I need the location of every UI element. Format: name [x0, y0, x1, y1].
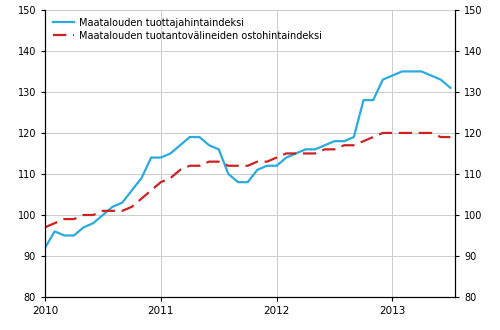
Maatalouden tuottajahintaindeksi [438, 78, 444, 82]
Maatalouden tuottajahintaindeksi [264, 164, 270, 168]
Maatalouden tuotantovälineiden ostohintaindeksi [138, 197, 144, 201]
Maatalouden tuotantovälineiden ostohintaindeksi [418, 131, 424, 135]
Maatalouden tuotantovälineiden ostohintaindeksi [380, 131, 386, 135]
Maatalouden tuottajahintaindeksi [390, 74, 396, 78]
Maatalouden tuotantovälineiden ostohintaindeksi [254, 160, 260, 164]
Maatalouden tuotantovälineiden ostohintaindeksi [302, 151, 308, 155]
Maatalouden tuotantovälineiden ostohintaindeksi [62, 217, 68, 221]
Maatalouden tuottajahintaindeksi [448, 86, 454, 90]
Maatalouden tuotantovälineiden ostohintaindeksi [100, 209, 106, 213]
Maatalouden tuotantovälineiden ostohintaindeksi [448, 135, 454, 139]
Maatalouden tuottajahintaindeksi [351, 135, 357, 139]
Maatalouden tuottajahintaindeksi [274, 164, 280, 168]
Maatalouden tuottajahintaindeksi [206, 143, 212, 147]
Maatalouden tuottajahintaindeksi [80, 225, 86, 229]
Maatalouden tuottajahintaindeksi [341, 139, 347, 143]
Maatalouden tuottajahintaindeksi [216, 148, 222, 151]
Maatalouden tuotantovälineiden ostohintaindeksi [244, 164, 250, 168]
Maatalouden tuotantovälineiden ostohintaindeksi [235, 164, 241, 168]
Maatalouden tuotantovälineiden ostohintaindeksi [428, 131, 434, 135]
Maatalouden tuotantovälineiden ostohintaindeksi [110, 209, 116, 213]
Maatalouden tuotantovälineiden ostohintaindeksi [390, 131, 396, 135]
Maatalouden tuottajahintaindeksi [409, 69, 415, 73]
Maatalouden tuottajahintaindeksi [284, 155, 290, 159]
Maatalouden tuottajahintaindeksi [332, 139, 338, 143]
Maatalouden tuotantovälineiden ostohintaindeksi [216, 160, 222, 164]
Maatalouden tuotantovälineiden ostohintaindeksi [399, 131, 405, 135]
Maatalouden tuotantovälineiden ostohintaindeksi [42, 225, 48, 229]
Maatalouden tuotantovälineiden ostohintaindeksi [158, 180, 164, 184]
Maatalouden tuotantovälineiden ostohintaindeksi [187, 164, 193, 168]
Maatalouden tuotantovälineiden ostohintaindeksi [322, 148, 328, 151]
Maatalouden tuotantovälineiden ostohintaindeksi [274, 155, 280, 159]
Maatalouden tuotantovälineiden ostohintaindeksi [360, 139, 366, 143]
Maatalouden tuottajahintaindeksi [399, 69, 405, 73]
Maatalouden tuotantovälineiden ostohintaindeksi [332, 148, 338, 151]
Maatalouden tuotantovälineiden ostohintaindeksi [312, 151, 318, 155]
Maatalouden tuotantovälineiden ostohintaindeksi [264, 160, 270, 164]
Maatalouden tuottajahintaindeksi [148, 155, 154, 159]
Maatalouden tuottajahintaindeksi [119, 201, 125, 205]
Maatalouden tuotantovälineiden ostohintaindeksi [351, 143, 357, 147]
Maatalouden tuottajahintaindeksi [52, 229, 58, 233]
Maatalouden tuotantovälineiden ostohintaindeksi [284, 151, 290, 155]
Maatalouden tuottajahintaindeksi [42, 246, 48, 250]
Maatalouden tuottajahintaindeksi [226, 172, 232, 176]
Maatalouden tuottajahintaindeksi [138, 176, 144, 180]
Maatalouden tuotantovälineiden ostohintaindeksi [90, 213, 96, 217]
Maatalouden tuotantovälineiden ostohintaindeksi [129, 205, 135, 209]
Maatalouden tuottajahintaindeksi [62, 234, 68, 238]
Maatalouden tuottajahintaindeksi [71, 234, 77, 238]
Maatalouden tuottajahintaindeksi [370, 98, 376, 102]
Maatalouden tuotantovälineiden ostohintaindeksi [293, 151, 299, 155]
Maatalouden tuotantovälineiden ostohintaindeksi [409, 131, 415, 135]
Legend: Maatalouden tuottajahintaindeksi, Maatalouden tuotantovälineiden ostohintaindeks: Maatalouden tuottajahintaindeksi, Maatal… [50, 15, 325, 44]
Maatalouden tuotantovälineiden ostohintaindeksi [71, 217, 77, 221]
Maatalouden tuotantovälineiden ostohintaindeksi [148, 188, 154, 192]
Maatalouden tuottajahintaindeksi [380, 78, 386, 82]
Maatalouden tuotantovälineiden ostohintaindeksi [80, 213, 86, 217]
Maatalouden tuotantovälineiden ostohintaindeksi [119, 209, 125, 213]
Maatalouden tuottajahintaindeksi [110, 205, 116, 209]
Maatalouden tuottajahintaindeksi [196, 135, 202, 139]
Maatalouden tuottajahintaindeksi [293, 151, 299, 155]
Maatalouden tuotantovälineiden ostohintaindeksi [226, 164, 232, 168]
Maatalouden tuotantovälineiden ostohintaindeksi [438, 135, 444, 139]
Line: Maatalouden tuottajahintaindeksi: Maatalouden tuottajahintaindeksi [45, 71, 450, 248]
Maatalouden tuotantovälineiden ostohintaindeksi [341, 143, 347, 147]
Maatalouden tuottajahintaindeksi [177, 143, 183, 147]
Maatalouden tuotantovälineiden ostohintaindeksi [168, 176, 173, 180]
Maatalouden tuottajahintaindeksi [235, 180, 241, 184]
Maatalouden tuottajahintaindeksi [187, 135, 193, 139]
Maatalouden tuottajahintaindeksi [360, 98, 366, 102]
Maatalouden tuottajahintaindeksi [254, 168, 260, 172]
Maatalouden tuotantovälineiden ostohintaindeksi [52, 221, 58, 225]
Maatalouden tuottajahintaindeksi [428, 74, 434, 78]
Maatalouden tuottajahintaindeksi [100, 213, 106, 217]
Maatalouden tuotantovälineiden ostohintaindeksi [370, 135, 376, 139]
Maatalouden tuottajahintaindeksi [158, 155, 164, 159]
Line: Maatalouden tuotantovälineiden ostohintaindeksi: Maatalouden tuotantovälineiden ostohinta… [45, 133, 450, 227]
Maatalouden tuottajahintaindeksi [244, 180, 250, 184]
Maatalouden tuottajahintaindeksi [168, 151, 173, 155]
Maatalouden tuottajahintaindeksi [418, 69, 424, 73]
Maatalouden tuottajahintaindeksi [312, 148, 318, 151]
Maatalouden tuottajahintaindeksi [302, 148, 308, 151]
Maatalouden tuottajahintaindeksi [129, 188, 135, 192]
Maatalouden tuotantovälineiden ostohintaindeksi [206, 160, 212, 164]
Maatalouden tuottajahintaindeksi [90, 221, 96, 225]
Maatalouden tuottajahintaindeksi [322, 143, 328, 147]
Maatalouden tuotantovälineiden ostohintaindeksi [177, 168, 183, 172]
Maatalouden tuotantovälineiden ostohintaindeksi [196, 164, 202, 168]
